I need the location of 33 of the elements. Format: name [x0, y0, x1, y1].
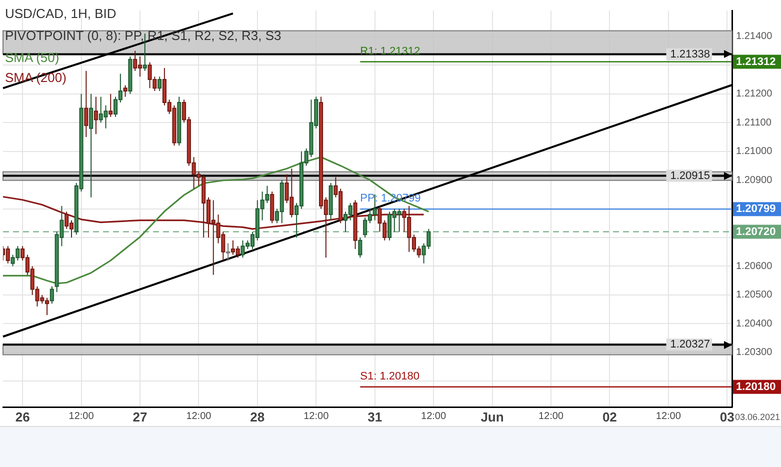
- x-tick-label: 27: [132, 409, 148, 424]
- x-tick-label: 02: [602, 409, 617, 424]
- x-tick-label: 31: [368, 409, 382, 424]
- ref-line-label: 1.20915: [670, 170, 710, 182]
- x-tick-label: 03: [720, 409, 734, 424]
- y-tick-label: 1.20799: [736, 203, 776, 216]
- y-tick-label: 1.20400: [736, 318, 773, 330]
- x-tick-label: 28: [250, 409, 265, 424]
- x-tick-label: Jun: [480, 409, 504, 424]
- y-tick-label: 1.20180: [736, 380, 776, 393]
- chart-title: USD/CAD, 1H, BID: [5, 6, 116, 21]
- y-tick-label: 1.21000: [736, 146, 773, 158]
- y-tick-label: 1.20900: [736, 174, 773, 186]
- ref-line-label: 1.21338: [670, 48, 710, 60]
- y-tick-label: 1.20600: [736, 261, 773, 272]
- y-tick-label: 1.20500: [736, 290, 773, 301]
- ref-line-label: 1.20327: [670, 338, 710, 351]
- x-tick-label: 12:00: [538, 410, 564, 422]
- y-tick-label: 1.21100: [736, 117, 772, 128]
- y-tick-label: 1.20720: [736, 226, 776, 238]
- y-tick-label: 1.21400: [736, 31, 773, 42]
- x-tick-label: 26: [15, 409, 30, 424]
- text: 03.06.2021: [734, 412, 780, 422]
- annotation: S1: 1.20180: [360, 370, 420, 382]
- x-tick-label: 12:00: [186, 410, 212, 422]
- x-tick-label: 12:00: [421, 410, 446, 422]
- x-tick-label: 12:00: [304, 410, 330, 422]
- text: SMA (200): [5, 69, 66, 87]
- y-tick-label: 1.21312: [736, 56, 776, 68]
- x-tick-label: 12:00: [656, 410, 682, 422]
- y-tick-label: 1.21200: [736, 88, 773, 100]
- y-tick-label: 1.20300: [736, 347, 773, 358]
- x-tick-label: 12:00: [68, 410, 94, 422]
